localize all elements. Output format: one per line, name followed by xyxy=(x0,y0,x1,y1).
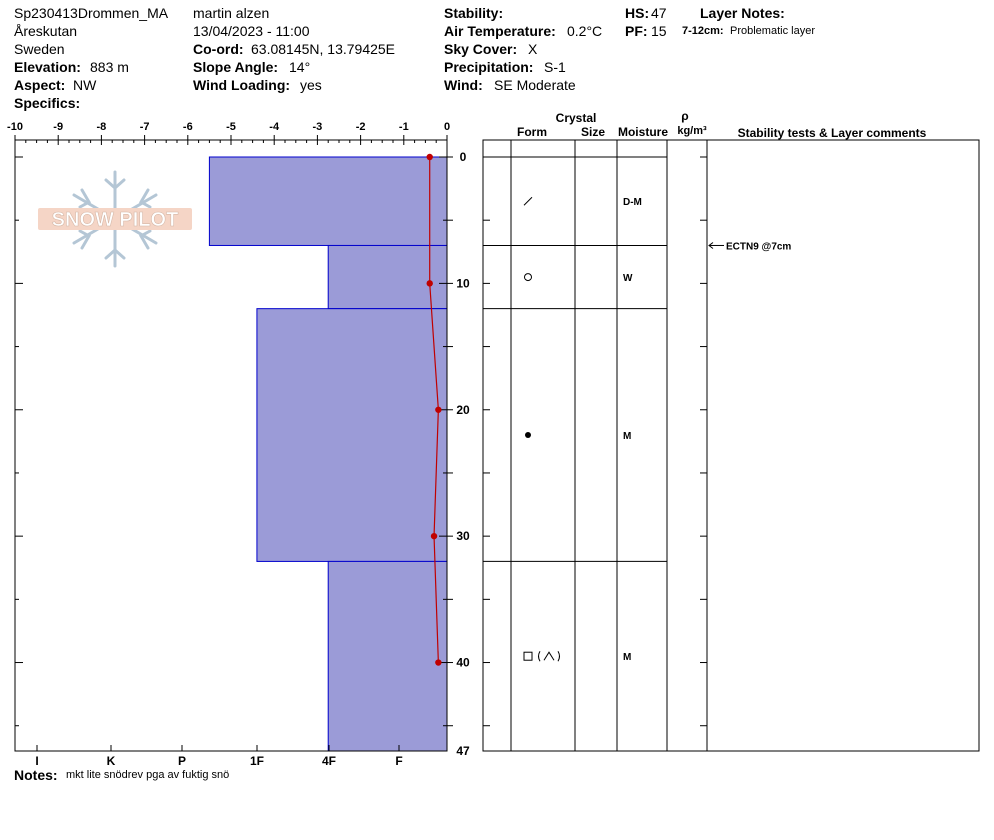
slope-value: 14° xyxy=(289,59,311,75)
temp-tick-label: -4 xyxy=(269,121,280,133)
aspect-label: Aspect: xyxy=(14,77,66,93)
temperature-point xyxy=(435,406,442,413)
temp-tick-label: -7 xyxy=(140,121,150,133)
hardness-layer-0 xyxy=(208,156,448,246)
location: Åreskutan xyxy=(14,23,78,39)
sky-label: Sky Cover: xyxy=(444,41,518,57)
moisture-value: M xyxy=(623,431,631,442)
layer-notes-label: Layer Notes: xyxy=(700,5,785,21)
hardness-tick-label: 4F xyxy=(322,754,336,768)
crystal-header: Crystal xyxy=(556,111,597,125)
depth-tick-label: 10 xyxy=(456,276,470,290)
pf-label: PF: xyxy=(625,23,648,39)
grain-form-paren-close-icon xyxy=(557,650,560,662)
pf-value: 15 xyxy=(651,23,667,39)
temp-tick-label: -2 xyxy=(356,121,366,133)
hardness-tick-label: I xyxy=(35,754,38,768)
hardness-tick-label: 1F xyxy=(250,754,264,768)
moisture-value: W xyxy=(623,273,633,284)
coord-label: Co-ord: xyxy=(193,41,244,57)
logo-text: SNOW PILOT xyxy=(52,209,179,231)
sky-value: X xyxy=(528,41,538,57)
wind-loading-value: yes xyxy=(300,77,322,93)
hardness-layer-3 xyxy=(327,560,448,752)
stability-label: Stability: xyxy=(444,5,504,21)
precip-label: Precipitation: xyxy=(444,59,534,75)
country: Sweden xyxy=(14,41,65,57)
hardness-layer-1 xyxy=(327,244,448,310)
snowpilot-logo: SNOW PILOT xyxy=(38,170,192,268)
aspect-value: NW xyxy=(73,77,97,93)
site-id: Sp230413Drommen_MA xyxy=(14,5,169,21)
temp-tick-label: -6 xyxy=(183,121,193,133)
form-header: Form xyxy=(517,125,547,139)
density-unit: kg/m³ xyxy=(677,125,707,137)
grain-form-circle-icon xyxy=(524,273,532,282)
temperature-point xyxy=(435,659,442,666)
observer: martin alzen xyxy=(193,5,270,21)
temperature-point xyxy=(426,280,433,287)
depth-tick-label: 40 xyxy=(456,656,470,670)
size-header: Size xyxy=(581,125,605,139)
logo-banner xyxy=(38,208,192,230)
datetime: 13/04/2023 - 11:00 xyxy=(193,23,310,39)
grain-form-square-icon xyxy=(523,651,533,661)
density-header: ρ xyxy=(681,109,688,123)
hardness-tick-label: K xyxy=(107,754,116,768)
wind-label: Wind: xyxy=(444,77,483,93)
temp-tick-label: -5 xyxy=(226,121,236,133)
grain-form-caret-icon xyxy=(543,651,555,661)
hs-label: HS: xyxy=(625,5,650,21)
hardness-tick-label: P xyxy=(178,754,186,768)
arrow-left-icon xyxy=(708,242,714,249)
depth-tick-label: 0 xyxy=(460,150,467,164)
precip-value: S-1 xyxy=(544,59,566,75)
hardness-tick-label: F xyxy=(395,754,402,768)
grain-form-slash-icon xyxy=(523,196,533,206)
stability-test-label: ECTN9 @7cm xyxy=(726,241,791,252)
specifics-label: Specifics: xyxy=(14,95,81,111)
moisture-value: M xyxy=(623,652,631,663)
layer-note-range: 7-12cm: xyxy=(682,25,724,37)
temp-tick-label: -10 xyxy=(7,121,23,133)
temp-tick-label: -8 xyxy=(97,121,107,133)
depth-tick-label: 47 xyxy=(456,744,470,758)
coord-value: 63.08145N, 13.79425E xyxy=(251,41,396,57)
air-temp-label: Air Temperature: xyxy=(444,23,556,39)
temp-tick-label: 0 xyxy=(444,121,450,133)
notes-label: Notes: xyxy=(14,767,58,783)
air-temp-value: 0.2°C xyxy=(567,23,603,39)
depth-tick-label: 30 xyxy=(456,529,470,543)
grain-form-dot-icon xyxy=(525,432,531,439)
temperature-point xyxy=(430,532,438,540)
slope-label: Slope Angle: xyxy=(193,59,279,75)
wind-value: SE Moderate xyxy=(494,77,576,93)
temp-tick-label: -9 xyxy=(53,121,63,133)
notes-text: mkt lite snödrev pga av fuktig snö xyxy=(66,769,230,781)
layer-note-text: Problematic layer xyxy=(730,25,815,37)
temp-tick-label: -3 xyxy=(313,121,323,133)
hs-value: 47 xyxy=(651,5,667,21)
layer-table-frame xyxy=(482,139,980,752)
moisture-value: D-M xyxy=(623,197,642,208)
elevation-label: Elevation: xyxy=(14,59,81,75)
moisture-header: Moisture xyxy=(618,125,668,139)
comments-header: Stability tests & Layer comments xyxy=(738,126,927,140)
temperature-point xyxy=(426,153,433,161)
hardness-layer-2 xyxy=(256,308,448,562)
depth-tick-label: 20 xyxy=(456,403,470,417)
grain-form-paren-open-icon xyxy=(538,650,541,662)
elevation-value: 883 m xyxy=(90,59,129,75)
wind-loading-label: Wind Loading: xyxy=(193,77,291,93)
temp-tick-label: -1 xyxy=(399,121,409,133)
